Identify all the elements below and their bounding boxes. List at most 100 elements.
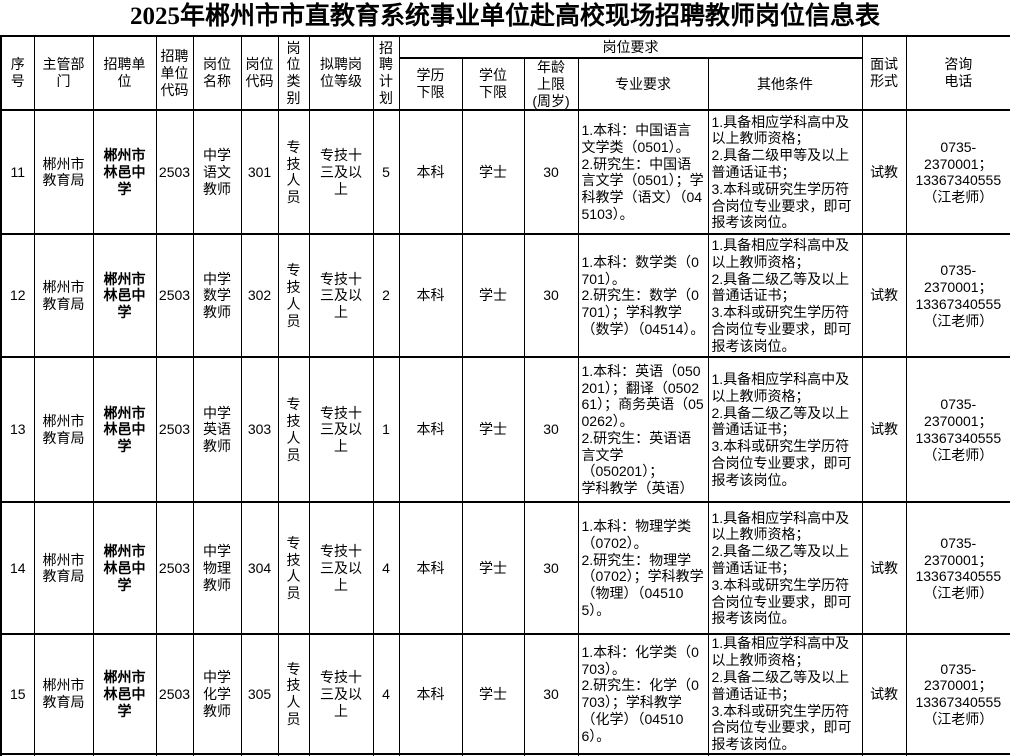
cell-category: 专 技 人 员 — [277, 109, 310, 236]
cell-plan: 1 — [372, 356, 400, 504]
cell-seq: 15 — [0, 633, 35, 755]
cell-post-code: 303 — [240, 356, 279, 504]
cell-major: 1.本科：物理学类（0702）。 2.研究生：物理学（0702）；学科教学（物理… — [577, 501, 709, 636]
cell-post-code: 305 — [240, 633, 279, 755]
col-header-other: 其他条件 — [707, 56, 863, 112]
cell-phone: 0735- 2370001； 13367340555 （江老师） — [905, 501, 1010, 636]
cell-plan: 2 — [372, 233, 400, 359]
col-header-plan: 招 聘 计 划 — [372, 34, 400, 112]
cell-unit-code: 2503 — [155, 501, 194, 636]
cell-edu: 本科 — [398, 233, 463, 359]
cell-post-name: 中学 化学 教师 — [192, 633, 242, 755]
col-header-unit-code: 招聘 单位 代码 — [155, 34, 194, 112]
cell-unit: 郴州市 林邑中 学 — [92, 356, 157, 504]
cell-interview: 试教 — [861, 356, 907, 504]
col-header-dept: 主管部 门 — [33, 34, 94, 112]
cell-plan: 4 — [372, 501, 400, 636]
cell-dept: 郴州市 教育局 — [33, 501, 94, 636]
cell-unit: 郴州市 林邑中 学 — [92, 633, 157, 755]
cell-seq: 13 — [0, 356, 35, 504]
col-header-post-code: 岗位 代码 — [240, 34, 279, 112]
cell-level: 专技十 三及以 上 — [308, 233, 374, 359]
cell-edu: 本科 — [398, 501, 463, 636]
col-header-post-name: 岗位 名称 — [192, 34, 242, 112]
table-row: 14 郴州市 教育局 郴州市 林邑中 学 2503 中学 物理 教师 304 专… — [0, 501, 1010, 636]
cell-category: 专 技 人 员 — [277, 501, 310, 636]
col-header-degree: 学位 下限 — [461, 56, 525, 112]
cell-other: 1.具备相应学科高中及以上教师资格； 2.具备二级乙等及以上普通话证书； 3.本… — [707, 501, 863, 636]
cell-level: 专技十 三及以 上 — [308, 356, 374, 504]
cell-interview: 试教 — [861, 109, 907, 236]
cell-other: 1.具备相应学科高中及以上教师资格； 2.具备二级乙等及以上普通话证书； 3.本… — [707, 356, 863, 504]
cell-post-name: 中学 语文 教师 — [192, 109, 242, 236]
recruitment-table: 序号 主管部 门 招聘单 位 招聘 单位 代码 岗位 名称 岗位 代码 岗 位 … — [0, 34, 1010, 756]
cell-age: 30 — [523, 233, 579, 359]
cell-edu: 本科 — [398, 633, 463, 755]
header-row-sub: 学历 下限 学位 下限 年龄 上限 (周岁) 专业要求 其他条件 — [1, 56, 1010, 112]
cell-age: 30 — [523, 109, 579, 236]
cell-unit-code: 2503 — [155, 633, 194, 755]
cell-age: 30 — [523, 356, 579, 504]
cell-unit: 郴州市 林邑中 学 — [92, 233, 157, 359]
cell-unit-code: 2503 — [155, 109, 194, 236]
header-row-group: 序号 主管部 门 招聘单 位 招聘 单位 代码 岗位 名称 岗位 代码 岗 位 … — [0, 34, 1010, 112]
cell-plan: 4 — [372, 633, 400, 755]
col-header-interview: 面试 形式 — [861, 34, 907, 112]
table-row: 11 郴州市 教育局 郴州市 林邑中 学 2503 中学 语文 教师 301 专… — [0, 109, 1010, 236]
cell-degree: 学士 — [461, 501, 525, 636]
cell-post-code: 301 — [240, 109, 279, 236]
table-row: 15 郴州市 教育局 郴州市 林邑中 学 2503 中学 化学 教师 305 专… — [0, 633, 1010, 755]
cell-major: 1.本科：英语（050201）；翻译（050261）；商务英语（050262）。… — [577, 356, 709, 504]
cell-interview: 试教 — [861, 501, 907, 636]
cell-post-code: 304 — [240, 501, 279, 636]
cell-other: 1.具备相应学科高中及以上教师资格； 2.具备二级甲等及以上普通话证书； 3.本… — [707, 109, 863, 236]
cell-unit-code: 2503 — [155, 356, 194, 504]
cell-dept: 郴州市 教育局 — [33, 233, 94, 359]
cell-dept: 郴州市 教育局 — [33, 109, 94, 236]
cell-age: 30 — [523, 501, 579, 636]
cell-phone: 0735- 2370001； 13367340555 （江老师） — [905, 233, 1010, 359]
col-header-seq: 序号 — [0, 34, 35, 112]
cell-dept: 郴州市 教育局 — [33, 633, 94, 755]
cell-level: 专技十 三及以 上 — [308, 633, 374, 755]
cell-major: 1.本科：数学类（0701）。 2.研究生：数学（0701）；学科教学（数学）（… — [577, 233, 709, 359]
table-row: 12 郴州市 教育局 郴州市 林邑中 学 2503 中学 数学 教师 302 专… — [0, 233, 1010, 359]
cell-unit-code: 2503 — [155, 233, 194, 359]
col-header-requirements-group: 岗位要求 — [398, 35, 863, 59]
cell-category: 专 技 人 员 — [277, 633, 310, 755]
col-header-level: 拟聘岗 位等级 — [308, 34, 374, 112]
col-header-age: 年龄 上限 (周岁) — [523, 56, 579, 112]
cell-degree: 学士 — [461, 109, 525, 236]
col-header-unit: 招聘单 位 — [92, 34, 157, 112]
col-header-major: 专业要求 — [577, 56, 709, 112]
cell-edu: 本科 — [398, 109, 463, 236]
cell-other: 1.具备相应学科高中及以上教师资格； 2.具备二级乙等及以上普通话证书； 3.本… — [707, 633, 863, 755]
cell-post-code: 302 — [240, 233, 279, 359]
cell-phone: 0735- 2370001； 13367340555 （江老师） — [905, 633, 1010, 755]
cell-degree: 学士 — [461, 356, 525, 504]
page-title: 2025年郴州市市直教育系统事业单位赴高校现场招聘教师岗位信息表 — [129, 3, 880, 30]
cell-degree: 学士 — [461, 633, 525, 755]
table-row: 13 郴州市 教育局 郴州市 林邑中 学 2503 中学 英语 教师 303 专… — [0, 356, 1010, 504]
cell-dept: 郴州市 教育局 — [33, 356, 94, 504]
cell-phone: 0735- 2370001； 13367340555 （江老师） — [905, 109, 1010, 236]
cell-category: 专 技 人 员 — [277, 356, 310, 504]
cell-seq: 14 — [0, 501, 35, 636]
cell-interview: 试教 — [861, 633, 907, 755]
table-row-partial — [0, 752, 1010, 756]
cell-major: 1.本科：化学类（0703）。 2.研究生：化学（0703）；学科教学（化学）（… — [577, 633, 709, 755]
cell-edu: 本科 — [398, 356, 463, 504]
col-header-edu: 学历 下限 — [398, 56, 463, 112]
cell-post-name: 中学 英语 教师 — [192, 356, 242, 504]
cell-major: 1.本科：中国语言文学类（0501）。 2.研究生：中国语言文学（0501）；学… — [577, 109, 709, 236]
cell-level: 专技十 三及以 上 — [308, 501, 374, 636]
cell-category: 专 技 人 员 — [277, 233, 310, 359]
cell-interview: 试教 — [861, 233, 907, 359]
cell-unit: 郴州市 林邑中 学 — [92, 109, 157, 236]
col-header-category: 岗 位 类 别 — [277, 34, 310, 112]
cell-level: 专技十 三及以 上 — [308, 109, 374, 236]
cell-seq: 11 — [0, 109, 35, 236]
cell-post-name: 中学 物理 教师 — [192, 501, 242, 636]
cell-post-name: 中学 数学 教师 — [192, 233, 242, 359]
cell-degree: 学士 — [461, 233, 525, 359]
